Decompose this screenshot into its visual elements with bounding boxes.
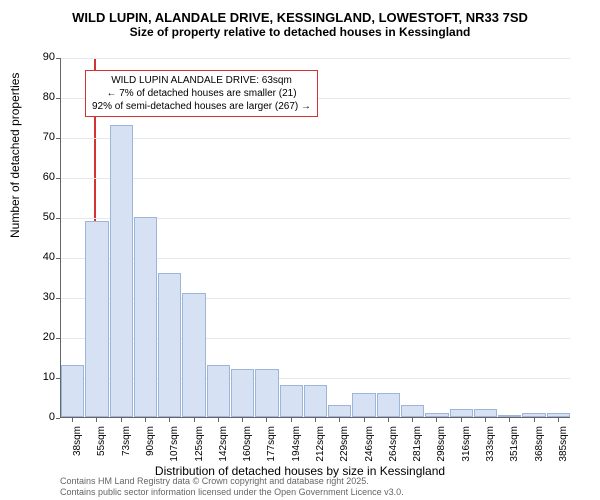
y-tick-mark	[56, 138, 60, 139]
histogram-bar	[425, 413, 448, 417]
x-tick-label: 333sqm	[485, 426, 496, 466]
y-tick-mark	[56, 98, 60, 99]
x-tick-mark	[169, 418, 170, 422]
x-tick-label: 212sqm	[315, 426, 326, 466]
x-tick-label: 194sqm	[291, 426, 302, 466]
footer-line1: Contains HM Land Registry data © Crown c…	[60, 476, 404, 487]
y-tick-mark	[56, 338, 60, 339]
x-tick-mark	[509, 418, 510, 422]
x-tick-label: 142sqm	[218, 426, 229, 466]
x-tick-mark	[339, 418, 340, 422]
annotation-line3: 92% of semi-detached houses are larger (…	[92, 100, 311, 113]
x-tick-mark	[534, 418, 535, 422]
histogram-bar	[110, 125, 133, 417]
x-tick-label: 229sqm	[339, 426, 350, 466]
histogram-bar	[231, 369, 254, 417]
x-tick-mark	[485, 418, 486, 422]
y-tick-mark	[56, 178, 60, 179]
x-tick-mark	[266, 418, 267, 422]
x-tick-mark	[194, 418, 195, 422]
y-tick-label: 40	[25, 251, 55, 263]
title-line1: WILD LUPIN, ALANDALE DRIVE, KESSINGLAND,…	[0, 10, 600, 25]
y-tick-label: 90	[25, 51, 55, 63]
y-tick-mark	[56, 58, 60, 59]
x-tick-label: 125sqm	[194, 426, 205, 466]
histogram-bar	[522, 413, 545, 417]
y-tick-mark	[56, 378, 60, 379]
y-tick-label: 50	[25, 211, 55, 223]
histogram-bar	[85, 221, 108, 417]
x-tick-label: 73sqm	[121, 426, 132, 466]
x-tick-label: 351sqm	[509, 426, 520, 466]
histogram-bar	[547, 413, 570, 417]
y-tick-mark	[56, 218, 60, 219]
x-tick-label: 385sqm	[558, 426, 569, 466]
x-tick-label: 246sqm	[364, 426, 375, 466]
annotation-line2: ← 7% of detached houses are smaller (21)	[92, 87, 311, 100]
histogram-bar	[182, 293, 205, 417]
x-tick-label: 316sqm	[461, 426, 472, 466]
x-tick-mark	[436, 418, 437, 422]
y-tick-mark	[56, 258, 60, 259]
x-tick-label: 55sqm	[96, 426, 107, 466]
histogram-bar	[377, 393, 400, 417]
histogram-bar	[304, 385, 327, 417]
y-tick-label: 0	[25, 411, 55, 423]
title-line2: Size of property relative to detached ho…	[0, 25, 600, 39]
histogram-bar	[352, 393, 375, 417]
y-axis-label: Number of detached properties	[8, 73, 22, 238]
annotation-box: WILD LUPIN ALANDALE DRIVE: 63sqm ← 7% of…	[85, 70, 318, 117]
y-tick-mark	[56, 418, 60, 419]
x-tick-label: 177sqm	[266, 426, 277, 466]
histogram-bar	[498, 415, 521, 417]
x-tick-mark	[558, 418, 559, 422]
histogram-bar	[61, 365, 84, 417]
y-tick-label: 30	[25, 291, 55, 303]
gridline	[61, 178, 570, 179]
histogram-bar	[280, 385, 303, 417]
x-tick-label: 298sqm	[436, 426, 447, 466]
x-tick-label: 281sqm	[412, 426, 423, 466]
x-tick-mark	[145, 418, 146, 422]
x-tick-label: 90sqm	[145, 426, 156, 466]
x-tick-label: 107sqm	[169, 426, 180, 466]
x-tick-mark	[242, 418, 243, 422]
y-tick-label: 10	[25, 371, 55, 383]
gridline	[61, 58, 570, 59]
x-tick-label: 38sqm	[72, 426, 83, 466]
x-tick-mark	[364, 418, 365, 422]
x-tick-mark	[461, 418, 462, 422]
histogram-bar	[158, 273, 181, 417]
x-tick-mark	[388, 418, 389, 422]
x-tick-mark	[412, 418, 413, 422]
x-tick-mark	[218, 418, 219, 422]
x-tick-label: 368sqm	[534, 426, 545, 466]
y-tick-label: 80	[25, 91, 55, 103]
footer: Contains HM Land Registry data © Crown c…	[60, 476, 404, 498]
x-tick-label: 160sqm	[242, 426, 253, 466]
title-block: WILD LUPIN, ALANDALE DRIVE, KESSINGLAND,…	[0, 0, 600, 39]
histogram-bar	[134, 217, 157, 417]
annotation-line1: WILD LUPIN ALANDALE DRIVE: 63sqm	[92, 74, 311, 87]
histogram-bar	[255, 369, 278, 417]
y-tick-label: 20	[25, 331, 55, 343]
x-tick-mark	[291, 418, 292, 422]
x-tick-mark	[72, 418, 73, 422]
histogram-bar	[207, 365, 230, 417]
histogram-bar	[401, 405, 424, 417]
x-tick-mark	[315, 418, 316, 422]
x-tick-mark	[121, 418, 122, 422]
gridline	[61, 138, 570, 139]
x-tick-label: 264sqm	[388, 426, 399, 466]
chart-container: WILD LUPIN, ALANDALE DRIVE, KESSINGLAND,…	[0, 0, 600, 500]
histogram-bar	[450, 409, 473, 417]
footer-line2: Contains public sector information licen…	[60, 487, 404, 498]
x-tick-mark	[96, 418, 97, 422]
y-tick-label: 60	[25, 171, 55, 183]
y-tick-mark	[56, 298, 60, 299]
histogram-bar	[474, 409, 497, 417]
y-tick-label: 70	[25, 131, 55, 143]
histogram-bar	[328, 405, 351, 417]
